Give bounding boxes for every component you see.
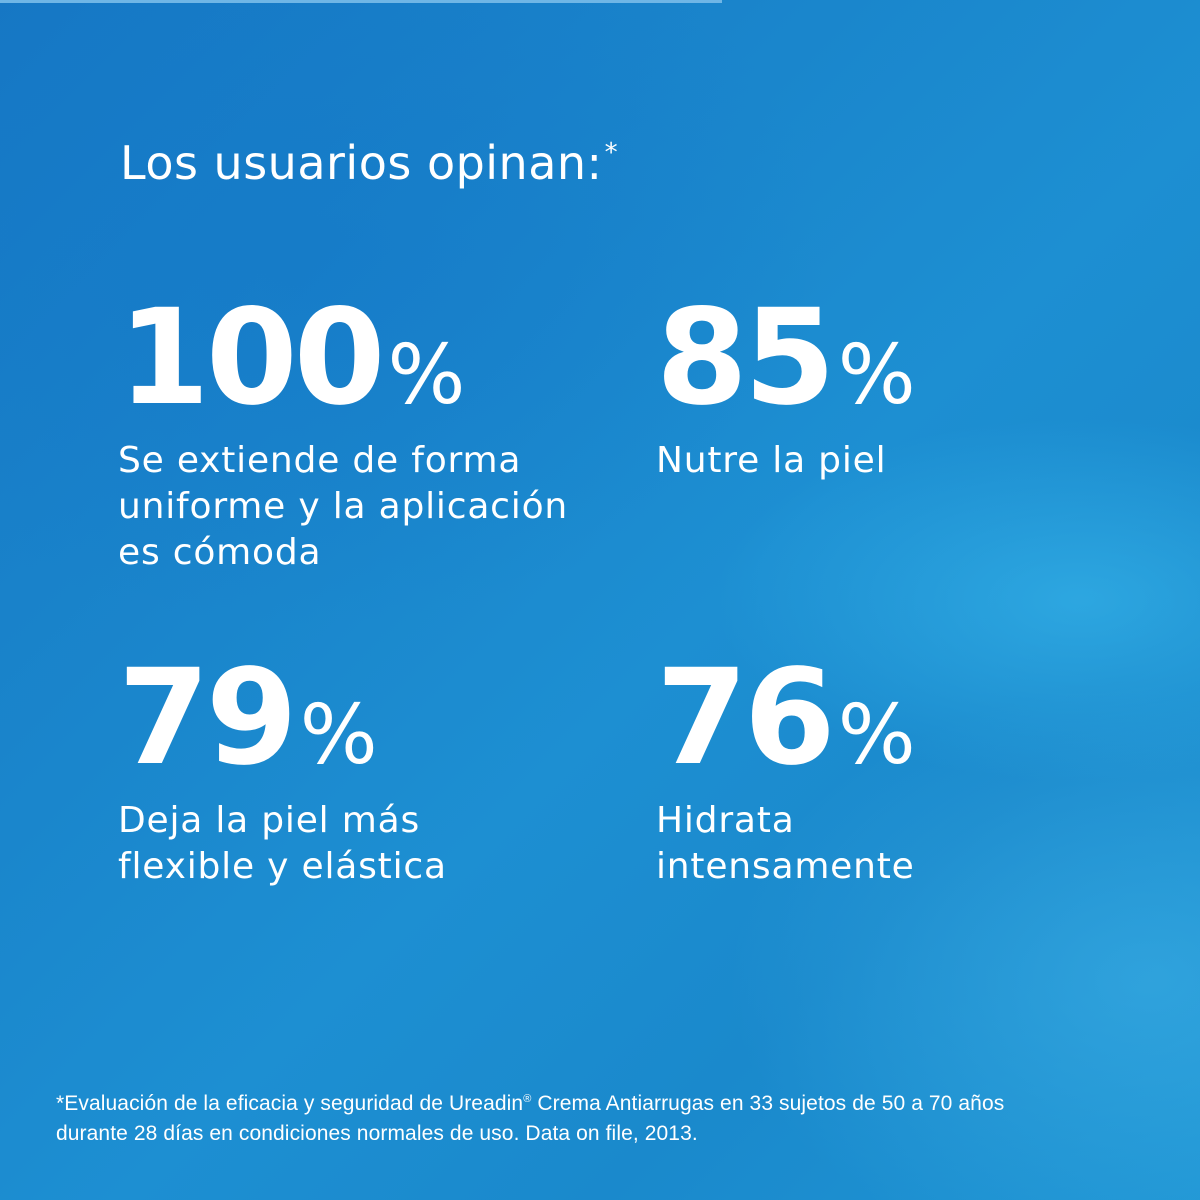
stat-description-line: Deja la piel más <box>118 800 421 841</box>
stat-description-line: uniforme y la aplicación <box>118 486 569 527</box>
footnote-line: *Evaluación de la eficacia y seguridad d… <box>56 1084 1004 1119</box>
stat-value: 85 <box>656 281 836 435</box>
stat-block-hydrate: 76% Hidrata intensamente <box>656 652 916 890</box>
percent-sign: % <box>837 688 916 783</box>
percent-sign: % <box>299 688 378 783</box>
stat-block-flexible: 79% Deja la piel más flexible y elástica <box>118 652 447 890</box>
footnote-text: *Evaluación de la eficacia y seguridad d… <box>56 1092 524 1115</box>
footnote-text: Crema Antiarrugas en 33 sujetos de 50 a … <box>531 1092 1005 1115</box>
stat-description: Se extiende de forma uniforme y la aplic… <box>118 438 568 576</box>
stat-description-line: Nutre la piel <box>656 440 887 481</box>
top-divider-line <box>0 0 722 3</box>
stat-description: Deja la piel más flexible y elástica <box>118 798 447 890</box>
stat-description: Nutre la piel <box>656 438 916 484</box>
stat-value: 79 <box>118 641 298 795</box>
footnote-line: durante 28 días en condiciones normales … <box>56 1122 698 1145</box>
stat-value: 76 <box>656 641 836 795</box>
stat-block-nourish: 85% Nutre la piel <box>656 292 916 484</box>
registered-mark: ® <box>523 1093 532 1105</box>
page-title-text: Los usuarios opinan: <box>120 136 603 190</box>
percent-sign: % <box>387 328 466 423</box>
stat-description-line: Hidrata <box>656 800 795 841</box>
stat-block-spread: 100% Se extiende de forma uniforme y la … <box>118 292 568 576</box>
stat-description-line: Se extiende de forma <box>118 440 522 481</box>
stat-percentage: 100% <box>118 292 568 424</box>
stat-description-line: flexible y elástica <box>118 846 447 887</box>
stat-description-line: es cómoda <box>118 532 322 573</box>
page-title: Los usuarios opinan:* <box>120 136 618 191</box>
stat-value: 100 <box>118 281 386 435</box>
stat-percentage: 79% <box>118 652 447 784</box>
study-footnote: *Evaluación de la eficacia y seguridad d… <box>56 1084 1004 1149</box>
footnote-marker: * <box>604 138 619 168</box>
stat-description: Hidrata intensamente <box>656 798 916 890</box>
percent-sign: % <box>837 328 916 423</box>
stat-percentage: 85% <box>656 292 916 424</box>
stat-description-line: intensamente <box>656 846 915 887</box>
stat-percentage: 76% <box>656 652 916 784</box>
